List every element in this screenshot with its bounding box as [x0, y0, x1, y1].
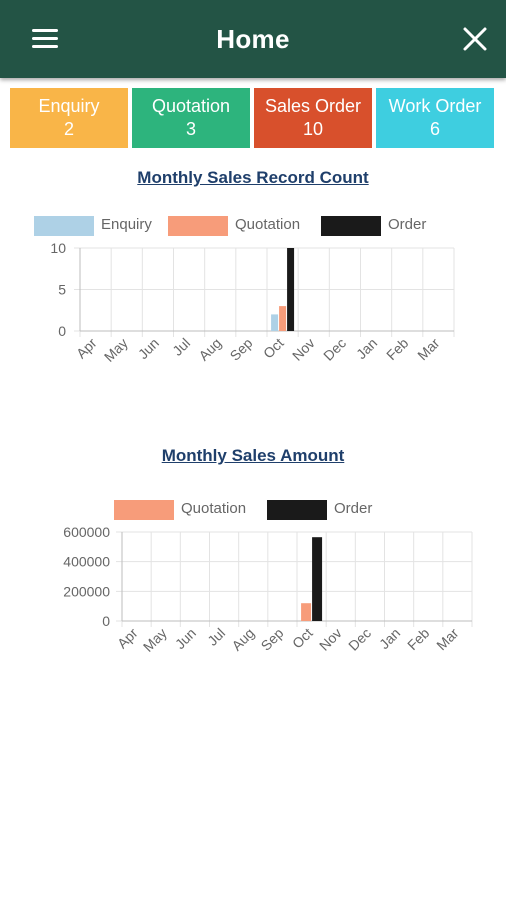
- y-tick-label: 0: [58, 323, 66, 339]
- x-tick-label: Feb: [404, 625, 433, 654]
- x-tick-label: Sep: [227, 335, 256, 364]
- x-tick-label: Jan: [376, 625, 403, 652]
- sales-amount-chart: 0 200000 400000 600000 Apr May Jun Jul Aug Sep Oct…: [63, 524, 473, 655]
- hamburger-menu-icon[interactable]: [32, 29, 58, 51]
- x-tick-label: Apr: [73, 335, 100, 362]
- x-tick-label: May: [140, 625, 170, 655]
- bar[interactable]: [301, 603, 312, 621]
- chart-title-sales-amount: Monthly Sales Amount: [161, 446, 345, 465]
- x-tick-label: Aug: [195, 335, 224, 364]
- y-tick-label: 200000: [63, 583, 110, 599]
- y-tick-label: 400000: [63, 554, 110, 570]
- x-tick-label: Jul: [204, 625, 228, 649]
- x-tick-label: Aug: [228, 625, 257, 654]
- y-tick-label: 5: [58, 282, 66, 298]
- bar[interactable]: [279, 306, 287, 331]
- sales-order-card[interactable]: Sales Order 10: [254, 88, 372, 148]
- x-tick-label: Jan: [353, 335, 380, 362]
- x-tick-label: Jul: [169, 335, 193, 359]
- bar[interactable]: [312, 537, 323, 621]
- work-order-card[interactable]: Work Order 6: [376, 88, 494, 148]
- x-tick-label: Jun: [172, 625, 199, 652]
- x-tick-label: Nov: [289, 335, 318, 364]
- chart-title-record-count: Monthly Sales Record Count: [137, 168, 369, 187]
- y-tick-label: 10: [50, 240, 66, 256]
- x-tick-label: Sep: [258, 625, 287, 654]
- bar[interactable]: [287, 248, 295, 331]
- card-label: Sales Order: [264, 96, 362, 116]
- card-count: 2: [63, 119, 74, 139]
- card-label: Quotation: [151, 96, 231, 116]
- page-title: Home: [216, 24, 290, 54]
- x-tick-label: Dec: [320, 335, 349, 364]
- card-label: Enquiry: [38, 96, 100, 116]
- chart-legend: Enquiry Quotation Order: [34, 215, 454, 237]
- legend-label: Order: [334, 500, 373, 517]
- enquiry-card[interactable]: Enquiry 2: [10, 88, 128, 148]
- x-tick-label: Dec: [345, 625, 374, 654]
- x-tick-label: Jun: [135, 335, 162, 362]
- x-tick-label: Mar: [433, 625, 462, 654]
- legend-swatch: [267, 500, 327, 520]
- legend-label: Enquiry: [101, 216, 152, 233]
- card-count: 3: [185, 119, 196, 139]
- legend-swatch: [321, 216, 381, 236]
- quotation-card[interactable]: Quotation 3: [132, 88, 250, 148]
- summary-cards: Enquiry 2 Quotation 3 Sales Order 10 Wor…: [10, 88, 496, 148]
- x-tick-label: Apr: [114, 625, 141, 652]
- record-count-chart: 0 5 10 Apr May Jun Jul Aug Sep Oct Nov Dec Jan Feb Mar: [50, 240, 455, 365]
- close-icon[interactable]: [462, 26, 488, 52]
- legend-label: Quotation: [235, 216, 301, 233]
- x-tick-label: Feb: [383, 335, 412, 364]
- chart-legend: Quotation Order: [114, 499, 414, 521]
- x-tick-label: Oct: [260, 335, 287, 362]
- card-count: 10: [302, 119, 324, 139]
- legend-label: Order: [388, 216, 427, 233]
- card-label: Work Order: [388, 96, 482, 116]
- card-count: 6: [429, 119, 440, 139]
- legend-swatch: [168, 216, 228, 236]
- x-tick-label: Mar: [414, 335, 443, 364]
- x-tick-label: May: [101, 335, 131, 365]
- x-tick-label: Oct: [289, 625, 316, 652]
- app-bar: Home: [0, 0, 506, 78]
- legend-swatch: [114, 500, 174, 520]
- y-tick-label: 0: [102, 613, 110, 629]
- y-tick-label: 600000: [63, 524, 110, 540]
- bar[interactable]: [271, 314, 279, 331]
- legend-label: Quotation: [181, 500, 247, 517]
- x-tick-label: Nov: [316, 625, 345, 654]
- legend-swatch: [34, 216, 94, 236]
